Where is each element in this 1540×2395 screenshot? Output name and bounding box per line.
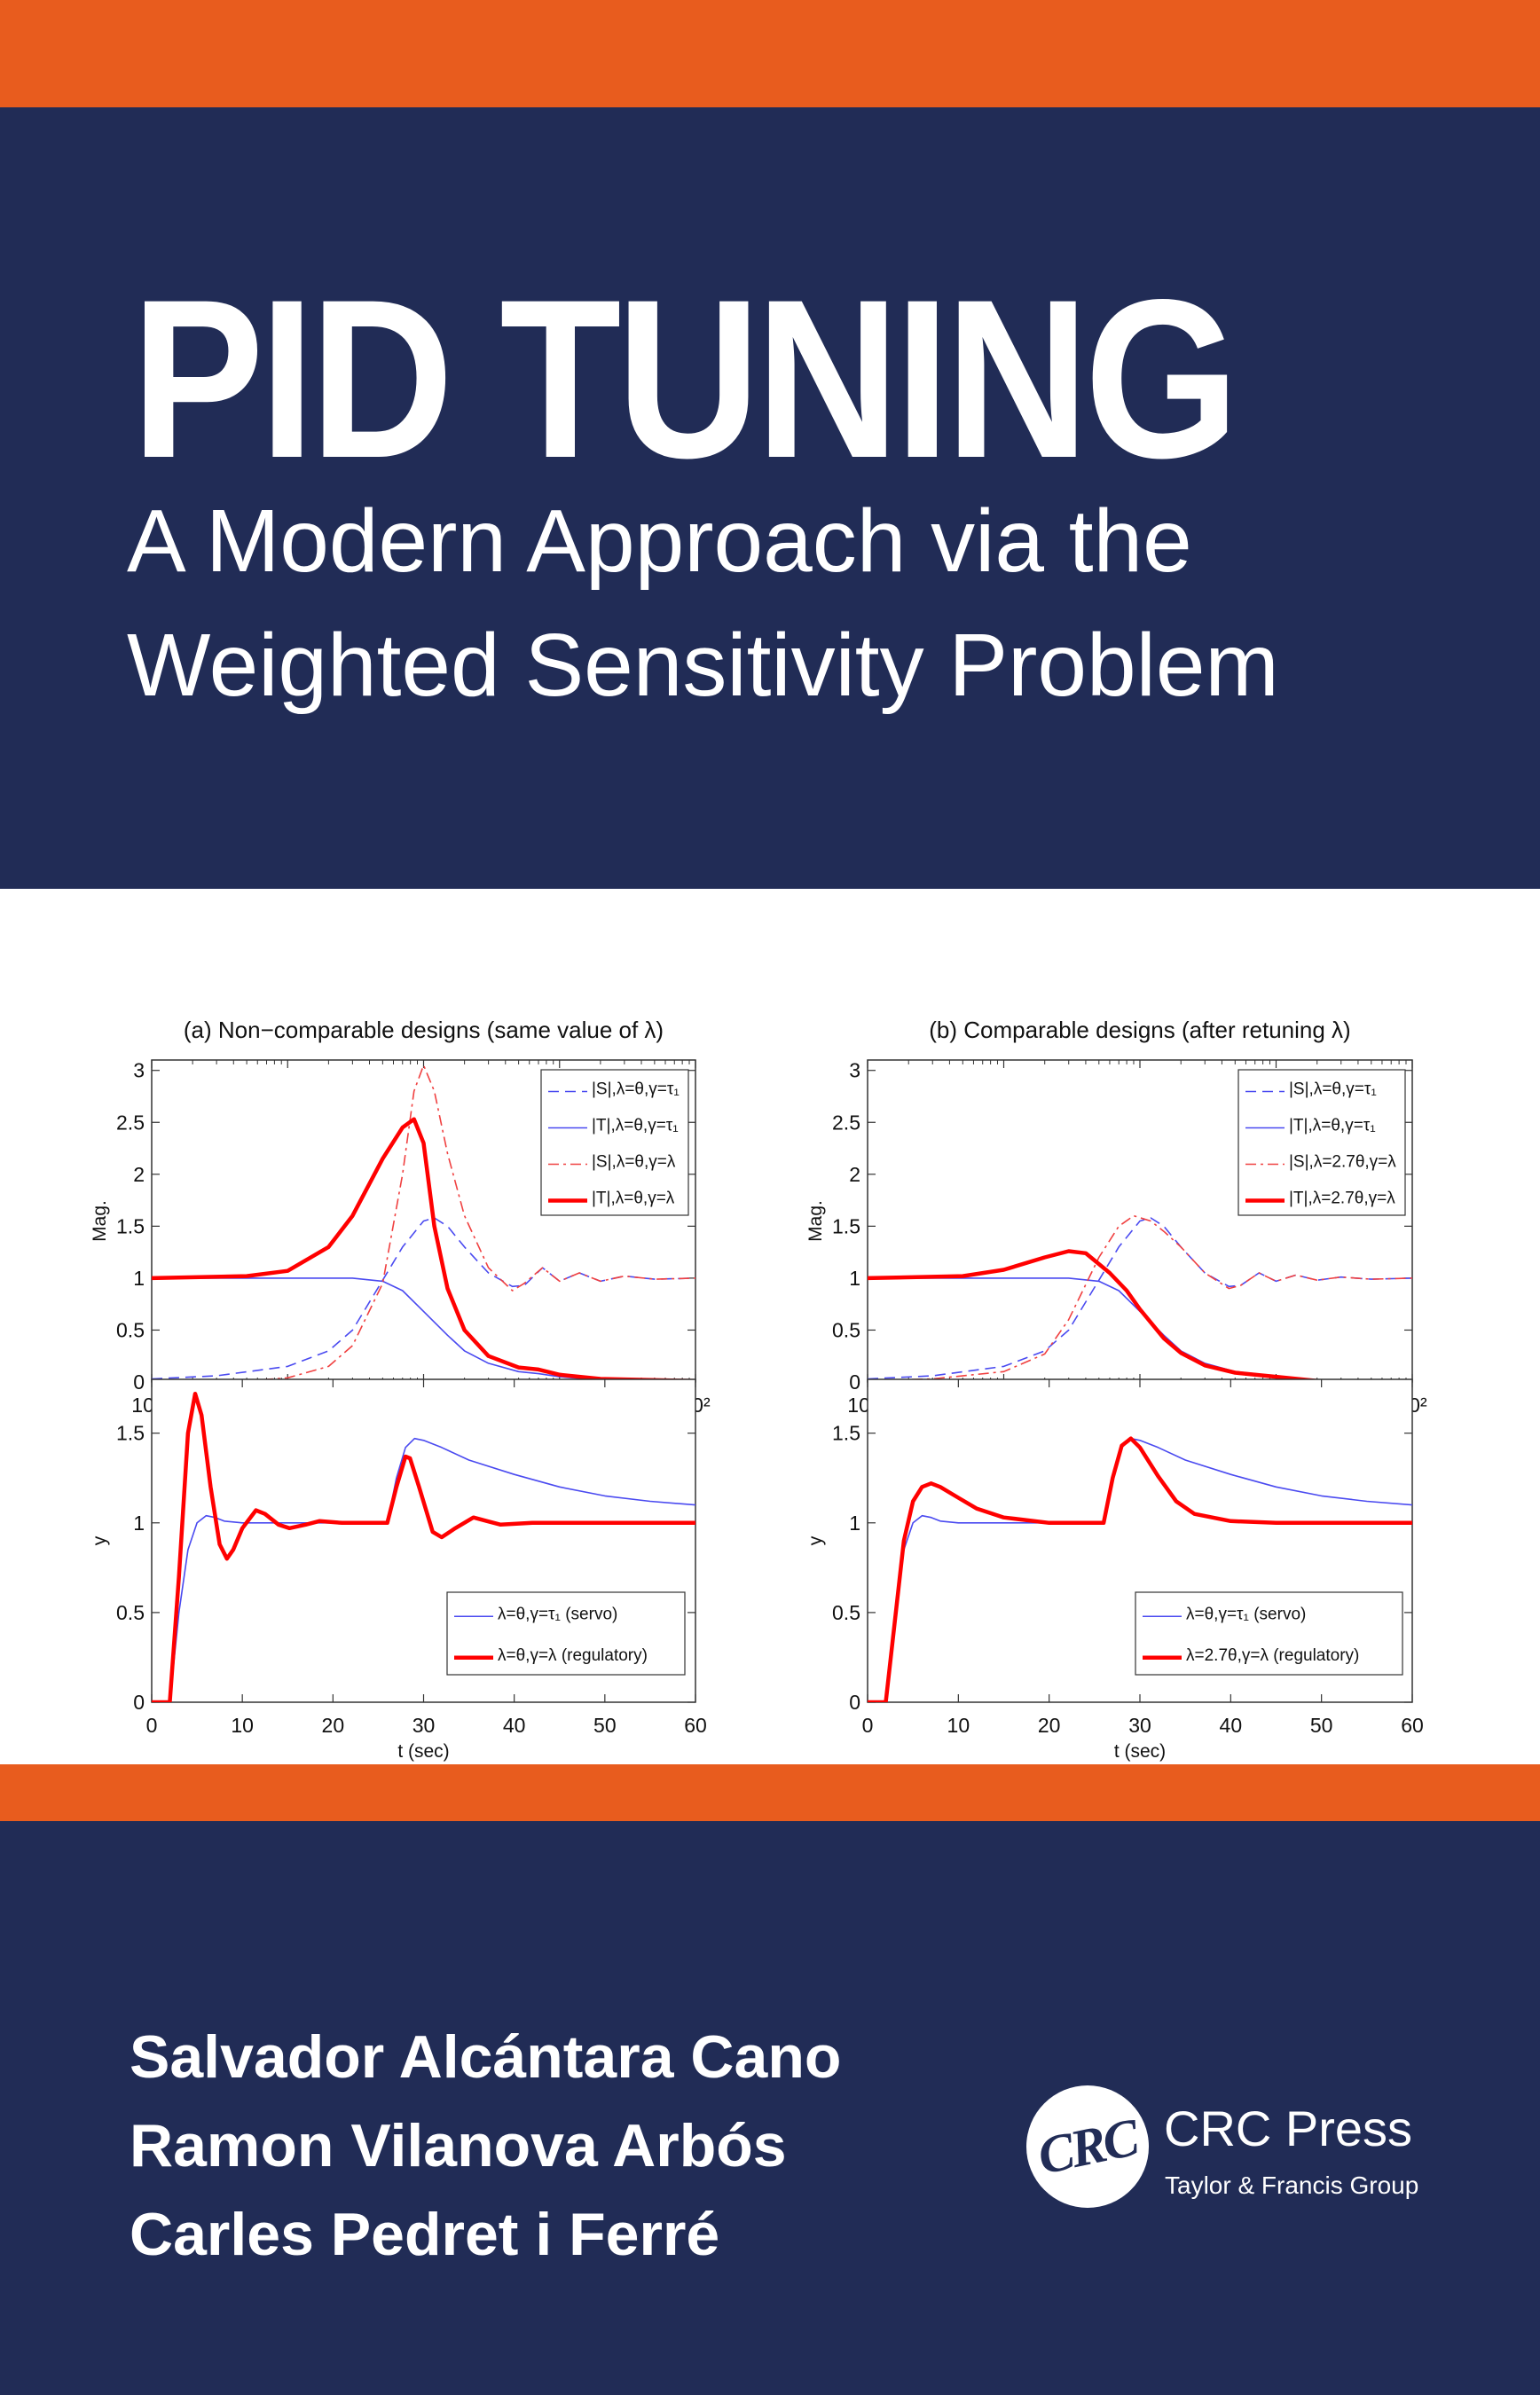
author-name: Carles Pedret i Ferré: [130, 2201, 720, 2268]
legend-label: |S|,λ=θ,γ=τ₁: [592, 1080, 680, 1099]
y-tick-label: 3: [849, 1059, 860, 1082]
x-tick-label: 40: [1220, 1714, 1243, 1737]
y-tick-label: 0: [133, 1691, 145, 1714]
legend-label: |S|,λ=θ,γ=τ₁: [1289, 1080, 1377, 1099]
series-line-3: [152, 1117, 695, 1382]
series-line-1: [868, 1436, 1412, 1702]
legend-label: |T|,λ=θ,γ=τ₁: [1289, 1117, 1376, 1135]
chart-legend: λ=θ,γ=τ₁ (servo) λ=θ,γ=λ (regulatory): [446, 1591, 686, 1676]
y-tick-label: 2: [133, 1163, 145, 1186]
y-tick-label: 1: [133, 1512, 145, 1535]
y-tick-label: 0.5: [116, 1318, 145, 1341]
publisher-name: CRC Press: [1164, 2101, 1413, 2156]
book-subtitle-line-1: A Modern Approach via the: [127, 491, 1192, 591]
legend-label: λ=θ,γ=τ₁ (servo): [498, 1605, 617, 1623]
legend-label: |S|,λ=θ,γ=λ: [592, 1153, 676, 1172]
crc-logo-icon: CRC: [1026, 2085, 1149, 2208]
y-tick-label: 1.5: [832, 1422, 860, 1445]
legend-box: [446, 1591, 686, 1676]
x-tick-label: 30: [412, 1714, 436, 1737]
top-orange-band: [0, 0, 1540, 107]
author-name: Ramon Vilanova Arbós: [130, 2112, 787, 2179]
x-tick-label: 50: [1310, 1714, 1333, 1737]
y-tick-label: 0.5: [116, 1601, 145, 1624]
y-tick-label: 3: [133, 1059, 145, 1082]
plot-frame: [151, 1378, 696, 1703]
y-tick-label: 1.5: [116, 1214, 145, 1237]
series-line-1: [152, 1277, 695, 1382]
series-line-0: [152, 1217, 695, 1380]
chart-legend: |S|,λ=θ,γ=τ₁ |T|,λ=θ,γ=τ₁ |S|,λ=θ,γ=λ |T|,λ…: [540, 1069, 689, 1216]
publisher-group: Taylor & Francis Group: [1165, 2171, 1419, 2199]
series-line-0: [152, 1437, 695, 1702]
chart-1: 10⁻²10⁻¹10⁰10¹10²00.511.522.53(b) Compar…: [805, 1017, 1427, 1441]
legend-label: |S|,λ=2.7θ,γ=λ: [1289, 1153, 1396, 1172]
legend-box: [1238, 1069, 1406, 1216]
chart-legend: λ=θ,γ=τ₁ (servo) λ=2.7θ,γ=λ (regulatory): [1135, 1591, 1403, 1676]
legend-label: λ=2.7θ,γ=λ (regulatory): [1186, 1646, 1359, 1665]
chart-title: (a) Non−comparable designs (same value o…: [184, 1017, 664, 1043]
author-name: Salvador Alcántara Cano: [130, 2023, 842, 2091]
chart-title: (b) Comparable designs (after retuning λ…: [929, 1017, 1350, 1043]
y-tick-label: 1: [133, 1267, 145, 1290]
crc-logo-lettering: CRC: [1033, 2107, 1143, 2186]
y-tick-label: 0: [849, 1691, 860, 1714]
chart-legend: |S|,λ=θ,γ=τ₁ |T|,λ=θ,γ=τ₁ |S|,λ=2.7θ,γ=λ |T…: [1238, 1069, 1406, 1216]
x-tick-label: 10: [231, 1714, 254, 1737]
x-tick-label: 40: [503, 1714, 526, 1737]
y-tick-label: 2.5: [832, 1111, 860, 1134]
x-axis-label: t (sec): [1114, 1741, 1166, 1762]
legend-label: |T|,λ=θ,γ=τ₁: [592, 1117, 679, 1135]
y-tick-label: 1.5: [116, 1422, 145, 1445]
x-axis-label: t (sec): [397, 1741, 449, 1762]
legend-box: [540, 1069, 689, 1216]
legend-label: λ=θ,γ=τ₁ (servo): [1186, 1605, 1306, 1623]
series-line-2: [152, 1064, 695, 1382]
y-axis-label: y: [90, 1535, 110, 1545]
x-tick-label: 60: [684, 1714, 707, 1737]
y-tick-label: 0: [849, 1370, 860, 1394]
legend-box: [1135, 1591, 1403, 1676]
legend-label: λ=θ,γ=λ (regulatory): [498, 1646, 648, 1665]
chart-2: 0 10 20 30 40 50 60 0 0.5 1 1.5 t (sec) y λ=θ,γ=τ₁ (s…: [90, 1378, 707, 1762]
y-tick-label: 0.5: [832, 1601, 860, 1624]
x-tick-label: 50: [593, 1714, 617, 1737]
y-tick-label: 1: [849, 1512, 860, 1535]
y-tick-label: 0.5: [832, 1318, 860, 1341]
y-tick-label: 1: [849, 1267, 860, 1290]
x-tick-label: 0: [146, 1714, 158, 1737]
chart-3: 0 10 20 30 40 50 60 0 0.5 1 1.5 t (sec) y λ=θ,γ=τ₁ (s…: [805, 1378, 1424, 1762]
y-tick-label: 0: [133, 1370, 145, 1394]
x-tick-label: 20: [322, 1714, 345, 1737]
x-tick-label: 60: [1401, 1714, 1424, 1737]
series-line-1: [152, 1391, 695, 1702]
y-tick-label: 1.5: [832, 1214, 860, 1237]
y-axis-label: y: [805, 1535, 826, 1545]
book-subtitle-line-2: Weighted Sensitivity Problem: [127, 616, 1279, 715]
middle-orange-band: [0, 1764, 1540, 1821]
x-tick-label: 10: [947, 1714, 970, 1737]
legend-label: |T|,λ=θ,γ=λ: [592, 1190, 675, 1208]
series-line-3: [868, 1249, 1412, 1382]
chart-0: 10⁻²10⁻¹10⁰10¹10²00.511.522.53(a) Non−co…: [90, 1017, 711, 1441]
book-title: PID TUNING: [131, 253, 1239, 506]
y-axis-label: Mag.: [90, 1200, 110, 1242]
x-tick-label: 0: [862, 1714, 874, 1737]
y-axis-label: Mag.: [805, 1200, 826, 1242]
legend-label: |T|,λ=2.7θ,γ=λ: [1289, 1190, 1395, 1208]
title-panel: [0, 107, 1540, 889]
author-panel: [0, 1821, 1540, 2395]
x-tick-label: 20: [1038, 1714, 1061, 1737]
figure-charts: 10⁻²10⁻¹10⁰10¹10²00.511.522.53(a) Non−co…: [90, 1017, 1427, 1762]
series-line-2: [868, 1214, 1412, 1382]
y-tick-label: 2: [849, 1163, 860, 1186]
y-tick-label: 2.5: [116, 1111, 145, 1134]
x-tick-label: 30: [1128, 1714, 1151, 1737]
